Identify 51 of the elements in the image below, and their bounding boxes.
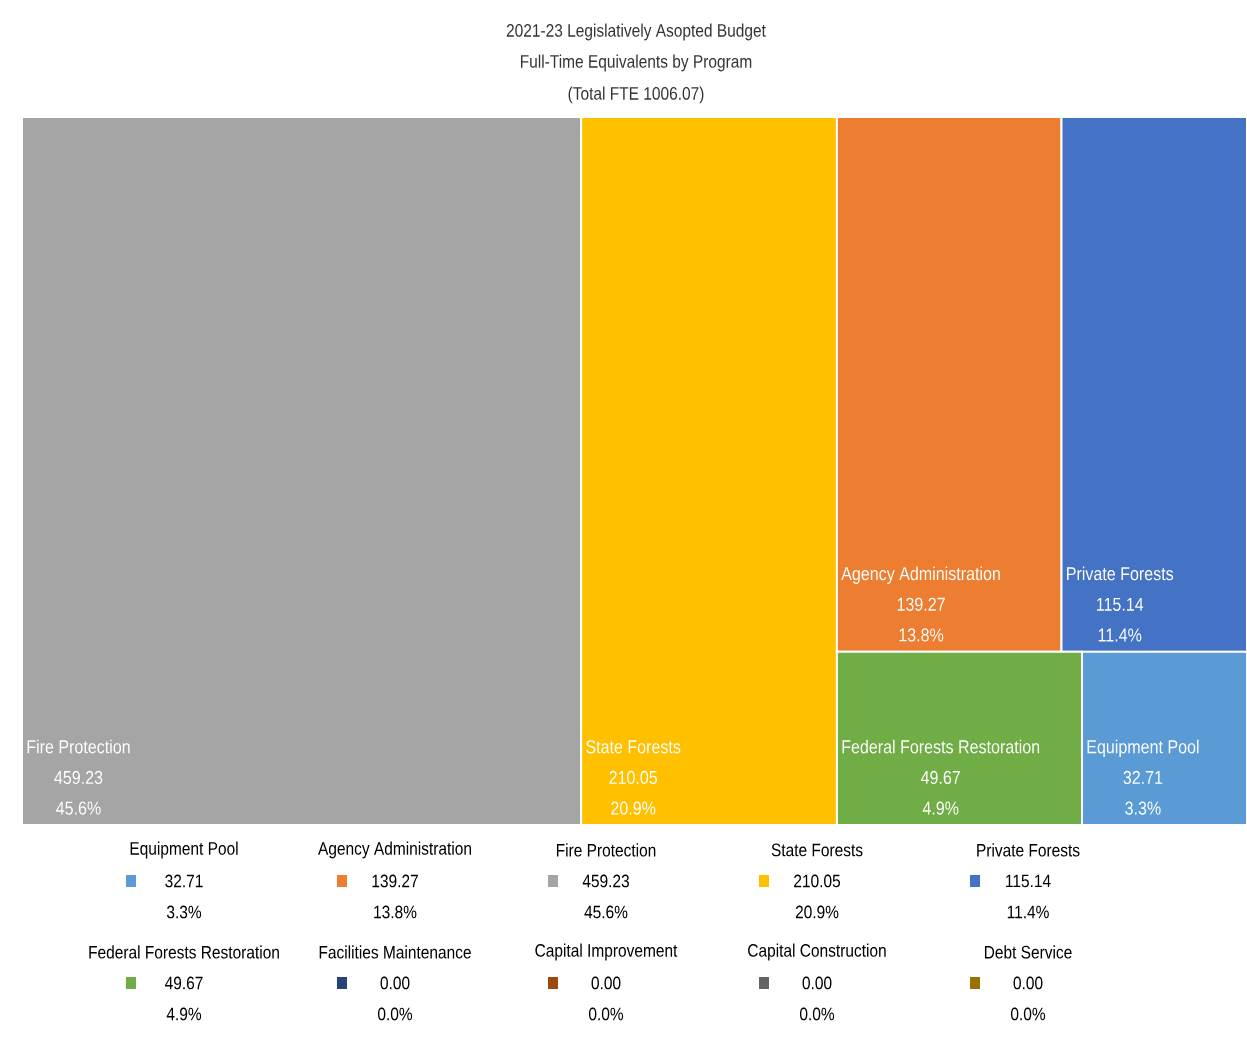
data-label: 13.8% (899, 628, 944, 642)
category-label: Private Forests (1067, 566, 1174, 581)
text: 20.9% (795, 905, 839, 919)
data-label: 49.67 (920, 770, 960, 785)
data-label: 0.00 (380, 976, 410, 990)
data-label: 45.6% (56, 801, 101, 815)
data-label: 0.00 (591, 976, 621, 990)
text: 210.05 (794, 874, 841, 888)
data-label: 210.05 (609, 770, 658, 785)
category-label: Capital Improvement (535, 943, 678, 961)
data-label: 0.0% (799, 1007, 835, 1021)
data-label: 139.27 (897, 597, 945, 611)
category-label: Agency Administration (841, 566, 1000, 584)
text: 32.71 (165, 874, 203, 888)
text: 4.9% (166, 1007, 202, 1021)
text: Full-Time Equivalents by Program (521, 54, 752, 72)
category-label: Federal Forests Restoration (842, 739, 1040, 754)
category-label: Private Forests (977, 843, 1080, 857)
data-label: 0.0% (588, 1007, 624, 1021)
data-label: 20.9% (611, 801, 656, 815)
category-label: Equipment Pool (130, 841, 238, 859)
category-label: Equipment Pool (1087, 739, 1199, 758)
data-label: 4.9% (922, 801, 959, 815)
text: 49.67 (164, 976, 203, 990)
text: 11.4% (1007, 905, 1049, 919)
category-label: Capital Construction (748, 943, 886, 961)
category-label: Federal Forests Restoration (89, 945, 279, 959)
text: 459.23 (582, 874, 629, 888)
data-label: 11.4% (1098, 628, 1142, 642)
text: 2021-23 Legislatively Asopted Budget (506, 23, 766, 41)
category-label: Agency Administration (318, 841, 471, 859)
category-label: Fire Protection (556, 843, 656, 857)
data-label: 0.00 (802, 976, 832, 990)
data-label: 32.71 (1123, 770, 1163, 785)
data-label: 3.3% (1125, 801, 1161, 815)
data-label: 0.0% (1010, 1007, 1046, 1021)
data-label: 0.0% (377, 1007, 413, 1021)
category-label: Fire Protection (27, 739, 130, 754)
text: 13.8% (374, 905, 417, 919)
category-label: State Forests (586, 740, 681, 754)
data-label: 115.14 (1097, 597, 1144, 611)
category-label: State Forests (771, 843, 863, 857)
category-label: Facilities Maintenance (319, 945, 471, 959)
data-label: 0.00 (1013, 976, 1043, 990)
text: 139.27 (372, 874, 418, 888)
text: 115.14 (1006, 874, 1051, 888)
data-label: 459.23 (54, 770, 103, 785)
text: (Total FTE 1006.07) (568, 86, 704, 104)
text: 45.6% (584, 905, 628, 919)
text: 3.3% (166, 905, 202, 919)
category-label: Debt Service (984, 945, 1072, 959)
